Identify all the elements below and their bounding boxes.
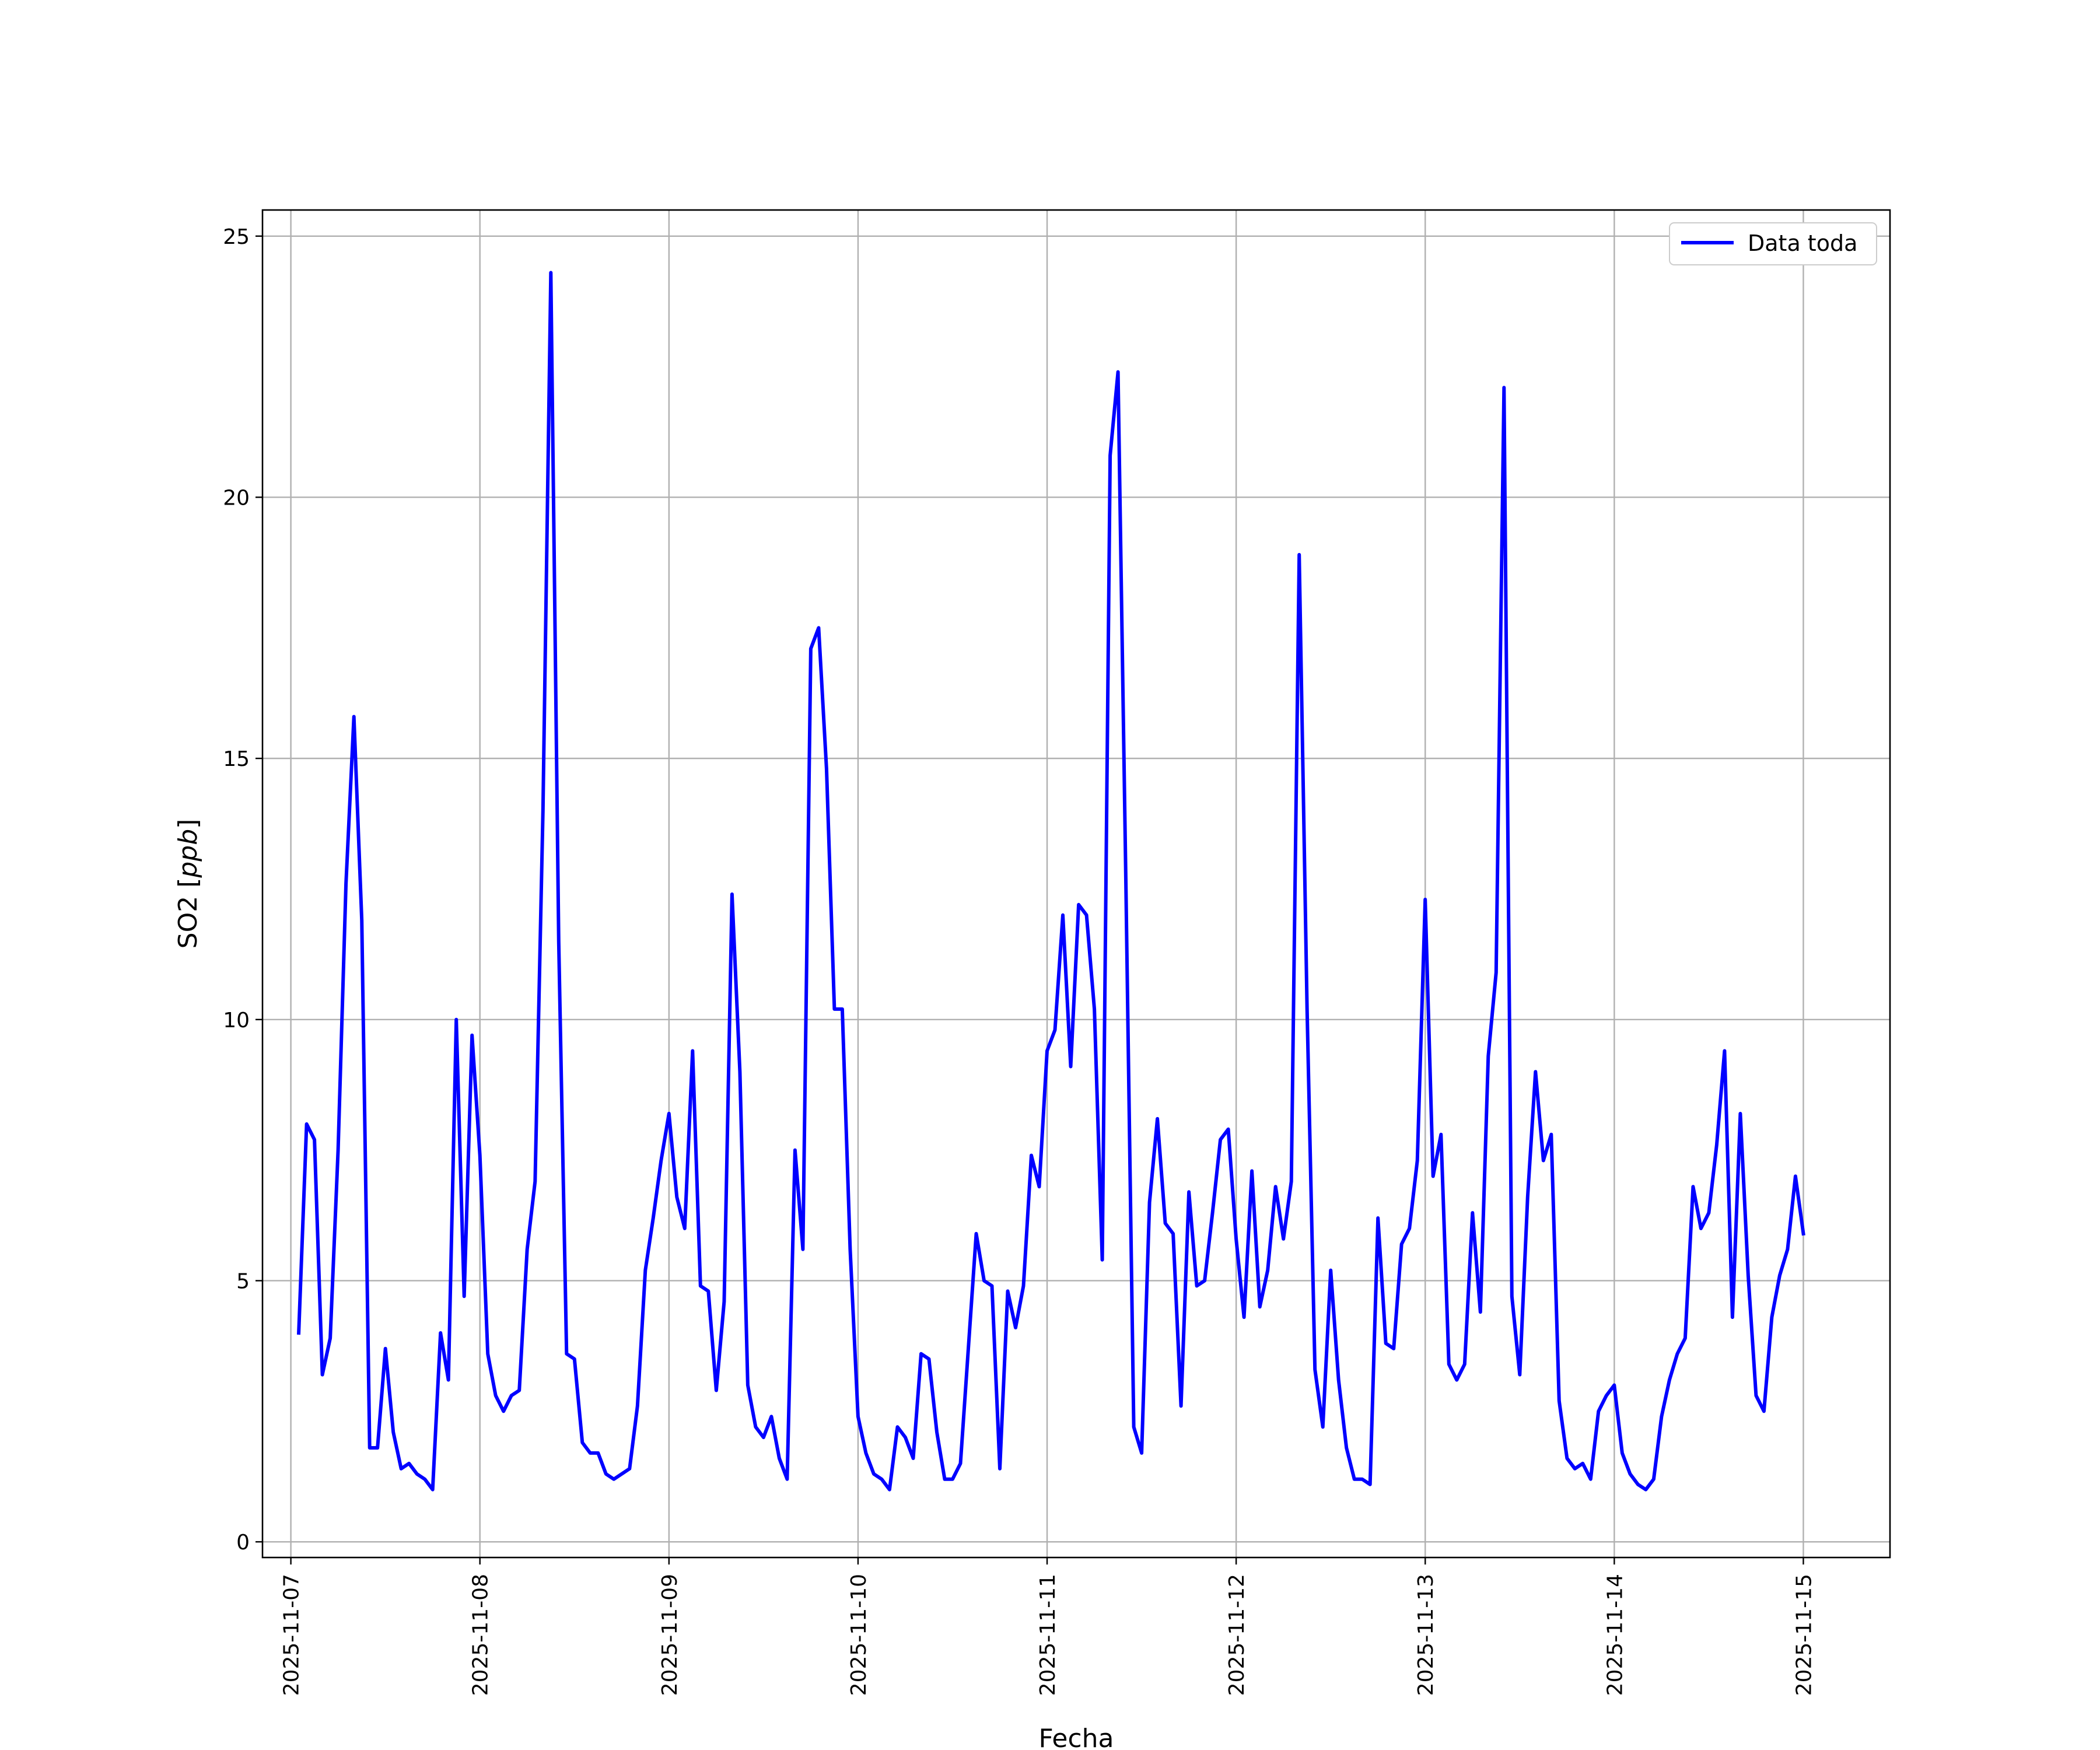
y-axis-label-unit: ppb <box>173 829 203 878</box>
series-layer <box>296 271 1805 1492</box>
x-axis-ticks: 2025-11-07 2025-11-08 2025-11-09 2025-11-10… <box>280 1558 1816 1696</box>
y-axis-label-prefix: SO2 [ <box>173 878 203 949</box>
x-axis-label: Fecha <box>1038 1724 1114 1750</box>
x-tick-label: 2025-11-12 <box>1225 1574 1249 1696</box>
grid <box>262 210 1890 1558</box>
y-tick-label: 10 <box>223 1009 250 1032</box>
y-axis-label: SO2 [ppb] <box>173 819 203 949</box>
legend-label: Data toda <box>1748 230 1857 256</box>
plot-frame <box>261 209 1891 1559</box>
y-tick-label: 5 <box>236 1269 250 1293</box>
x-tick-label: 2025-11-09 <box>658 1574 682 1696</box>
x-tick-label: 2025-11-10 <box>847 1574 871 1696</box>
x-tick-label: 2025-11-11 <box>1036 1574 1060 1696</box>
x-tick-label: 2025-11-13 <box>1414 1574 1438 1696</box>
y-axis-label-suffix: ] <box>173 819 203 829</box>
y-tick-label: 0 <box>236 1531 250 1555</box>
y-tick-label: 20 <box>223 486 250 510</box>
x-tick-label: 2025-11-15 <box>1792 1574 1816 1696</box>
series-line <box>296 271 1805 1492</box>
y-tick-label: 15 <box>223 747 250 771</box>
legend-box <box>1669 222 1877 265</box>
x-tick-label: 2025-11-14 <box>1603 1574 1627 1696</box>
y-tick-label: 25 <box>223 225 250 249</box>
x-tick-label: 2025-11-07 <box>280 1574 304 1696</box>
x-tick-label: 2025-11-08 <box>469 1574 493 1696</box>
legend: Data toda <box>1669 222 1877 265</box>
y-axis-ticks: 0 5 10 15 20 25 <box>223 225 262 1555</box>
